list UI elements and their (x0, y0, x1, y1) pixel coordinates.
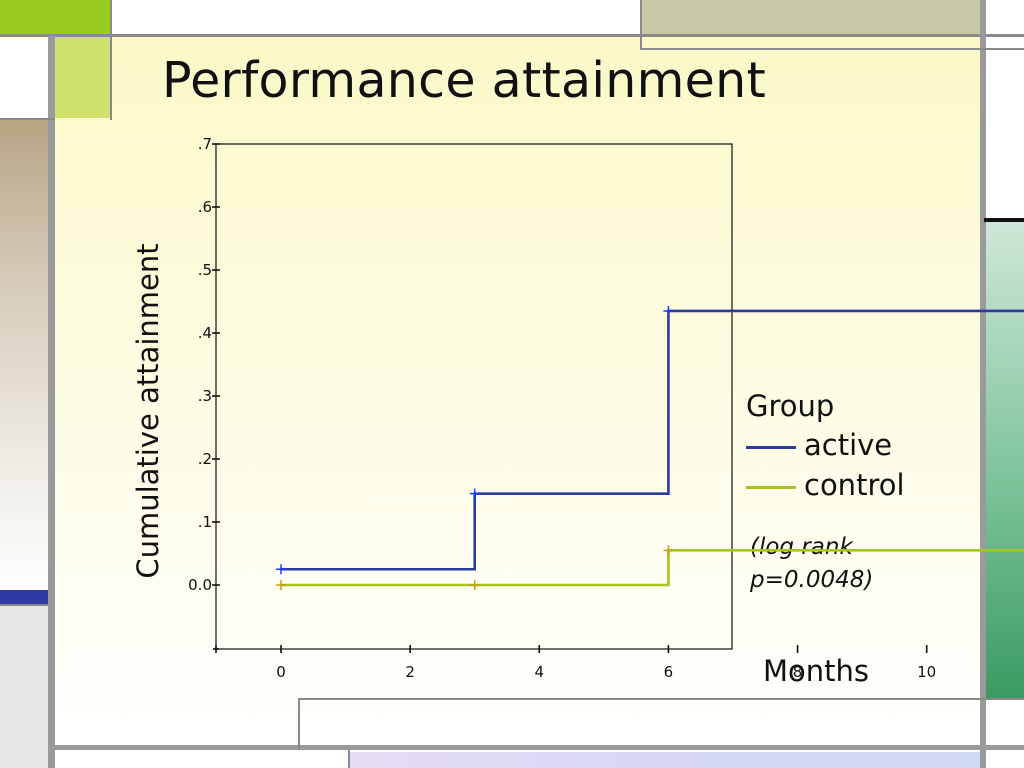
frame-line (298, 698, 300, 750)
deco-block-lavender (350, 752, 980, 768)
frame-line (48, 36, 55, 768)
deco-block-lightgreen (55, 36, 110, 118)
y-tick-label: .2 (198, 450, 212, 468)
deco-block-green-top (0, 0, 110, 34)
x-tick-label: 10 (917, 663, 936, 681)
data-point-control (469, 580, 480, 590)
frame-line (0, 604, 48, 606)
data-point-control (276, 580, 286, 590)
legend-swatch-control (746, 486, 796, 489)
y-tick-label: .7 (198, 135, 212, 153)
annotation-line-1: (log rank (750, 534, 853, 560)
data-point-control (663, 545, 674, 556)
annotation-line-2: p=0.0048) (750, 567, 874, 593)
x-axis-label: Months (763, 654, 870, 688)
x-tick-label: 6 (664, 663, 674, 681)
frame-line (0, 118, 55, 120)
x-tick-label: 0 (276, 663, 286, 681)
legend-label-active: active (804, 428, 893, 462)
y-tick-label: .3 (198, 387, 212, 405)
frame-line (640, 48, 1024, 50)
frame-line (980, 0, 986, 768)
legend-label-control: control (804, 468, 905, 502)
data-point-active (663, 305, 674, 316)
frame-line (348, 750, 350, 768)
deco-block-khaki (640, 0, 980, 34)
data-point-active (469, 488, 480, 499)
chart-annotation: (log rank p=0.0048) (750, 531, 920, 597)
frame-line (0, 34, 1024, 37)
x-tick-label: 8 (793, 663, 803, 681)
series-line-control (281, 549, 1024, 587)
y-tick-label: .6 (198, 198, 212, 216)
slide-background (55, 36, 980, 748)
frame-line (298, 698, 1024, 700)
y-tick-label: .1 (198, 513, 212, 531)
series-line-active (281, 309, 1024, 571)
plot-frame (215, 143, 733, 650)
y-tick-label: .5 (198, 261, 212, 279)
y-tick-label: .4 (198, 324, 212, 342)
deco-block-grey-left (0, 606, 48, 768)
data-point-active (276, 564, 286, 575)
x-tick-label: 4 (535, 663, 545, 681)
frame-line (55, 745, 1024, 750)
deco-block-green-right (984, 222, 1024, 698)
x-tick-label: 2 (405, 663, 415, 681)
legend-swatch-active (746, 446, 796, 449)
frame-line (984, 218, 1024, 222)
y-tick-label: 0.0 (188, 576, 212, 594)
deco-block-tan (0, 120, 48, 590)
legend-title: Group (746, 389, 835, 423)
frame-line (640, 0, 642, 50)
frame-line (110, 0, 112, 120)
chart-title: Performance attainment (162, 52, 766, 109)
deco-block-blue (0, 590, 48, 604)
